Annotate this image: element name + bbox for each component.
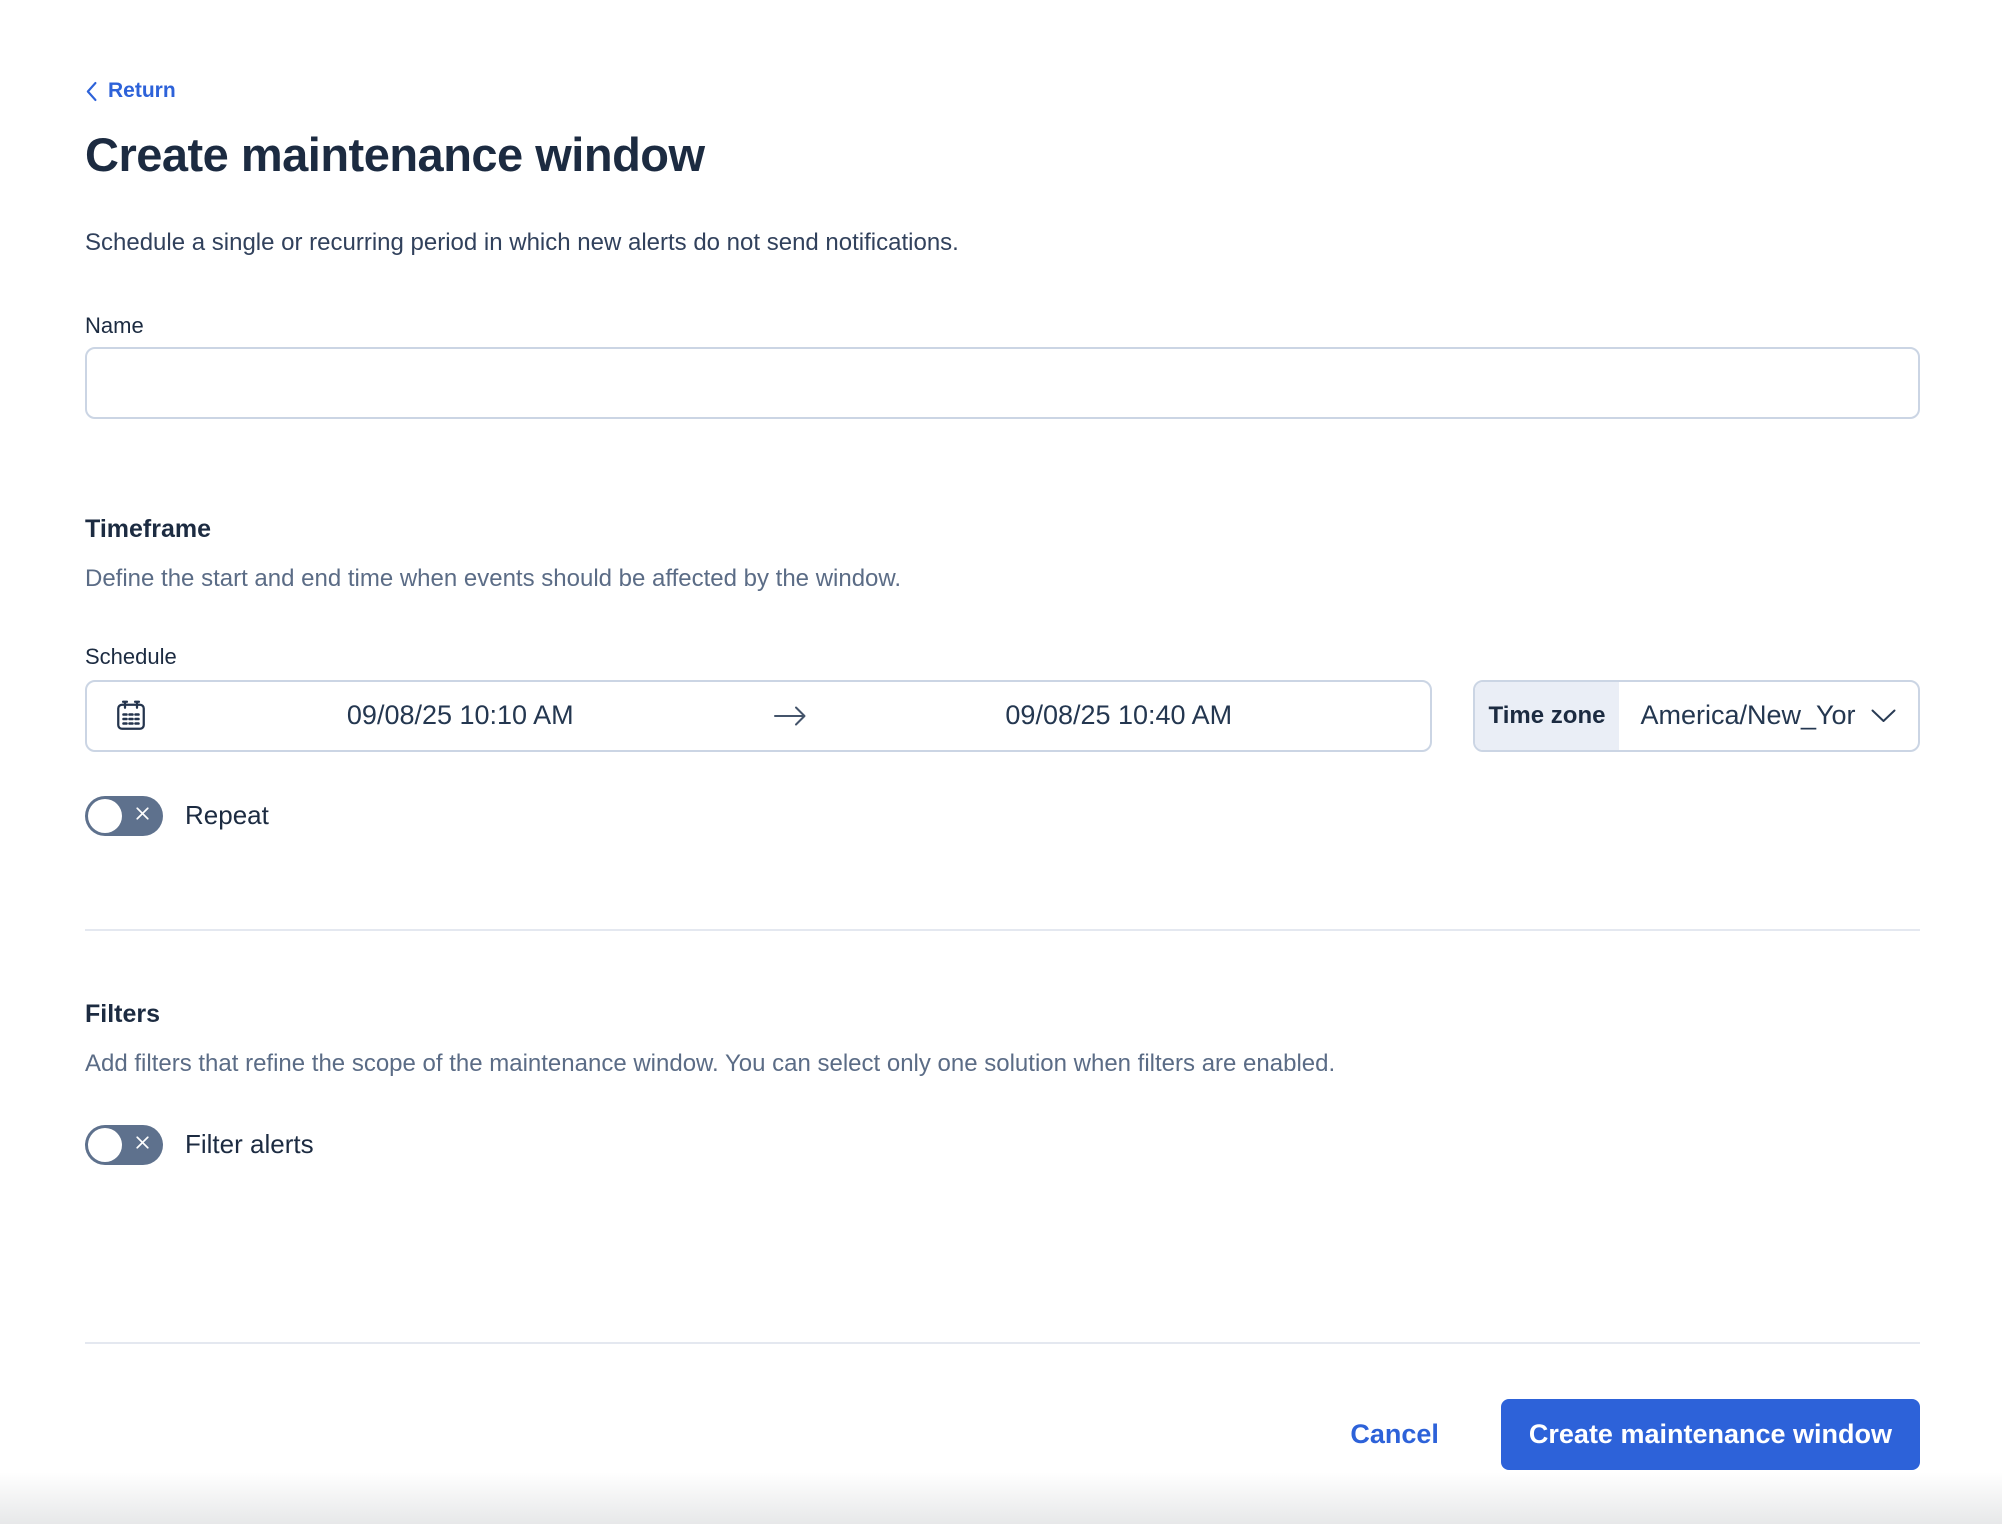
schedule-row: 09/08/25 10:10 AM 09/08/25 10:40 AM Time… (85, 679, 1920, 752)
filter-alerts-toggle[interactable] (85, 1124, 163, 1165)
chevron-left-icon (85, 81, 98, 102)
footer-divider (85, 1341, 1920, 1344)
repeat-label: Repeat (185, 800, 269, 830)
schedule-start-value[interactable]: 09/08/25 10:10 AM (346, 700, 574, 730)
filters-description: Add filters that refine the scope of the… (85, 1049, 1336, 1077)
filter-alerts-toggle-row: Filter alerts (85, 1124, 1920, 1165)
footer-actions: Cancel Create maintenance window (85, 1398, 1920, 1470)
x-icon (133, 804, 152, 828)
section-divider (85, 928, 1920, 931)
name-label: Name (85, 312, 144, 338)
chevron-down-icon (1870, 700, 1897, 731)
timezone-value-area[interactable]: America/New_Yor (1619, 682, 1918, 750)
timeframe-description: Define the start and end time when event… (85, 564, 902, 592)
filter-alerts-label: Filter alerts (185, 1129, 314, 1159)
return-link[interactable]: Return (85, 78, 176, 104)
timezone-select[interactable]: Time zone America/New_Yor (1473, 679, 1920, 752)
schedule-range-picker[interactable]: 09/08/25 10:10 AM 09/08/25 10:40 AM (85, 679, 1432, 752)
repeat-toggle[interactable] (85, 795, 163, 836)
calendar-icon (113, 698, 149, 734)
create-maintenance-window-button[interactable]: Create maintenance window (1500, 1398, 1920, 1470)
timeframe-section: Timeframe Define the start and end time … (85, 514, 1920, 836)
return-label: Return (108, 79, 176, 102)
schedule-label: Schedule (85, 643, 177, 669)
filters-section: Filters Add filters that refine the scop… (85, 999, 1920, 1165)
filters-heading: Filters (85, 999, 161, 1028)
create-maintenance-window-page: Return Create maintenance window Schedul… (85, 78, 1920, 1470)
timezone-value: America/New_Yor (1640, 700, 1856, 730)
toggle-knob (88, 1127, 122, 1162)
bottom-fade (0, 1472, 2002, 1524)
timezone-label: Time zone (1475, 681, 1619, 750)
page-title: Create maintenance window (85, 127, 705, 181)
cancel-button[interactable]: Cancel (1350, 1418, 1439, 1449)
repeat-toggle-row: Repeat (85, 795, 1920, 836)
name-input[interactable] (85, 346, 1920, 419)
x-icon (133, 1133, 152, 1157)
schedule-end-value[interactable]: 09/08/25 10:40 AM (1005, 700, 1233, 730)
timeframe-heading: Timeframe (85, 514, 211, 543)
toggle-knob (88, 798, 122, 833)
arrow-right-icon (772, 703, 808, 729)
page-subtitle: Schedule a single or recurring period in… (85, 228, 959, 256)
